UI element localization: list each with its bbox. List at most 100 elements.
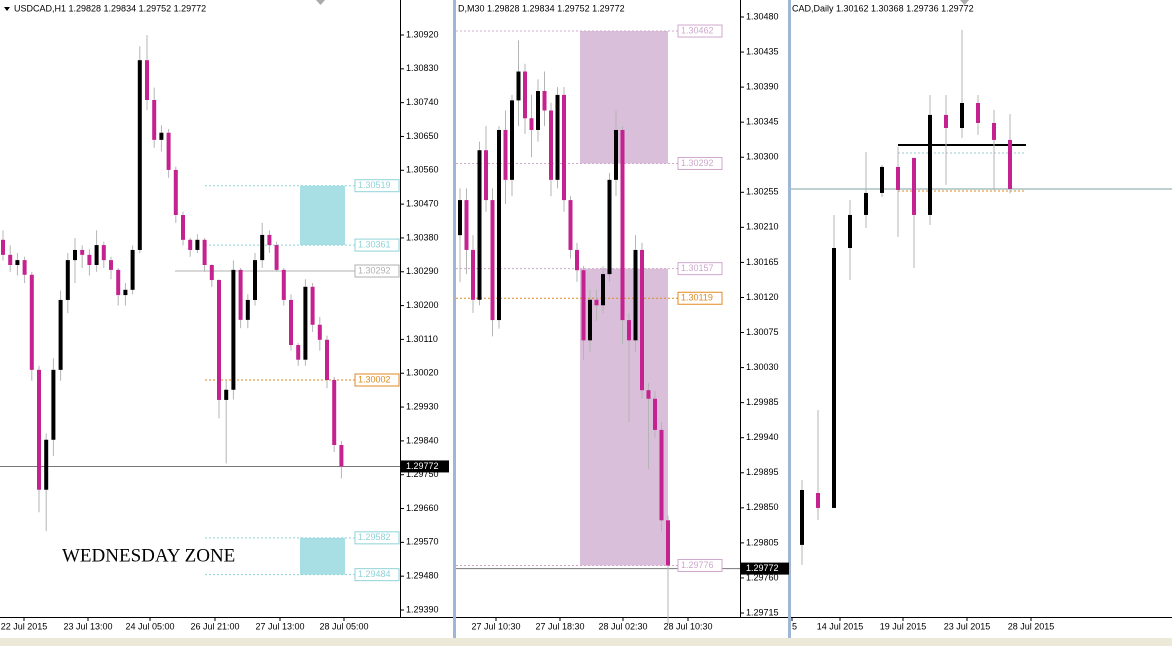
candle-body xyxy=(620,129,625,321)
y-tick-label: 1.29660 xyxy=(406,503,439,513)
x-tick-label: 28 Jul 2015 xyxy=(1008,621,1055,631)
x-tick-label: 19 Jul 2015 xyxy=(880,621,927,631)
x-tick-label: 23 Jul 2015 xyxy=(944,621,991,631)
y-tick-label: 1.30290 xyxy=(406,266,439,276)
candle-body xyxy=(289,299,293,346)
candle-body xyxy=(231,269,236,390)
level-box xyxy=(354,238,400,252)
candle-body xyxy=(195,239,200,250)
x-tick-label: 27 Jul 18:30 xyxy=(535,621,584,631)
y-tick-label: 1.30345 xyxy=(746,117,779,127)
level-box xyxy=(354,264,400,278)
candle-body xyxy=(87,254,92,265)
candle-body xyxy=(188,239,193,250)
y-tick-label: 1.29840 xyxy=(406,435,439,445)
y-tick-label: 1.29715 xyxy=(746,607,779,617)
pane-header: USDCAD,H1 1.29828 1.29834 1.29752 1.2977… xyxy=(14,3,206,13)
annotation: WEDNESDAY ZONE xyxy=(62,545,235,566)
candle-body xyxy=(536,91,540,130)
candle-body xyxy=(497,129,501,321)
candle-body xyxy=(510,100,514,180)
candle-body xyxy=(848,214,852,248)
candle-body xyxy=(864,192,868,215)
candle-body xyxy=(928,114,932,215)
candle-body xyxy=(15,260,20,265)
x-tick-label: 28 Jul 02:30 xyxy=(598,621,647,631)
candle-body xyxy=(614,129,618,180)
candle-body xyxy=(130,249,135,290)
candle-body xyxy=(627,320,631,341)
pane-header: D,M30 1.29828 1.29834 1.29752 1.29772 xyxy=(458,3,625,13)
candle-body xyxy=(22,260,27,275)
candle-body xyxy=(880,166,884,193)
candle-body xyxy=(581,270,586,341)
candle-body xyxy=(123,289,128,296)
candle-body xyxy=(58,299,63,370)
candle-body xyxy=(209,265,214,281)
candle-body xyxy=(303,286,308,360)
y-tick-label: 1.29895 xyxy=(746,467,779,477)
candle-body xyxy=(202,239,207,265)
x-tick-label: 28 Jul 05:00 xyxy=(319,621,368,631)
x-tick-label: 27 Jul 13:00 xyxy=(255,621,304,631)
price-tag xyxy=(401,460,449,473)
y-tick-label: 1.29985 xyxy=(746,397,779,407)
candle-body xyxy=(464,200,469,250)
candle-body xyxy=(607,179,612,275)
y-tick-label: 1.30210 xyxy=(746,222,779,232)
candle-body xyxy=(944,114,948,129)
candle-body xyxy=(37,369,41,490)
candle-body xyxy=(1008,139,1012,189)
y-tick-label: 1.30120 xyxy=(746,292,779,302)
candle-body xyxy=(458,200,462,236)
menu-triangle xyxy=(4,7,10,11)
level-box xyxy=(677,24,723,38)
candle-body xyxy=(594,299,599,306)
candle-body xyxy=(1,239,5,255)
level-label: 1.30119 xyxy=(681,293,713,303)
y-tick-label: 1.29390 xyxy=(406,604,439,614)
y-tick-label: 1.30110 xyxy=(406,334,438,344)
candle-body xyxy=(659,429,664,521)
candle-body xyxy=(332,380,337,446)
y-tick-label: 1.30020 xyxy=(406,368,439,378)
candle-body xyxy=(173,169,178,216)
candle-body xyxy=(562,94,566,201)
y-tick-label: 1.30390 xyxy=(746,81,779,91)
pane-header: CAD,Daily 1.30162 1.30368 1.29736 1.2977… xyxy=(792,3,974,13)
pane-border xyxy=(788,0,791,646)
candle-body xyxy=(44,439,49,490)
level-label: 1.29484 xyxy=(358,569,391,579)
y-tick-label: 1.29805 xyxy=(746,537,779,547)
x-tick-label: 23 Jul 13:00 xyxy=(63,621,112,631)
y-tick-label: 1.30470 xyxy=(406,198,439,208)
candle-body xyxy=(101,245,106,261)
level-label: 1.29582 xyxy=(358,532,391,542)
candle-body xyxy=(568,200,573,250)
candle-body xyxy=(555,94,560,180)
candle-body xyxy=(832,247,836,508)
level-box xyxy=(354,373,400,387)
x-tick-label: 27 Jul 10:30 xyxy=(471,621,520,631)
candle-body xyxy=(339,445,344,467)
candle-body xyxy=(317,324,322,340)
candle-body xyxy=(896,166,900,190)
candle-body xyxy=(484,150,488,201)
level-box xyxy=(354,179,400,193)
y-tick-label: 1.30200 xyxy=(406,300,439,310)
candle-body xyxy=(238,269,243,320)
y-tick-label: 1.30165 xyxy=(746,257,779,267)
x-tick-label: 28 Jul 10:30 xyxy=(663,621,712,631)
candle-body xyxy=(166,132,171,170)
candle-body xyxy=(640,249,644,391)
candle-body xyxy=(523,71,527,119)
candle-body xyxy=(274,245,279,270)
candle-body xyxy=(646,390,651,399)
y-tick-label: 1.30435 xyxy=(746,46,779,56)
level-label: 1.30292 xyxy=(358,265,391,275)
y-tick-label: 1.30030 xyxy=(746,362,779,372)
shift-marker xyxy=(960,0,969,5)
candle-body xyxy=(601,274,605,306)
